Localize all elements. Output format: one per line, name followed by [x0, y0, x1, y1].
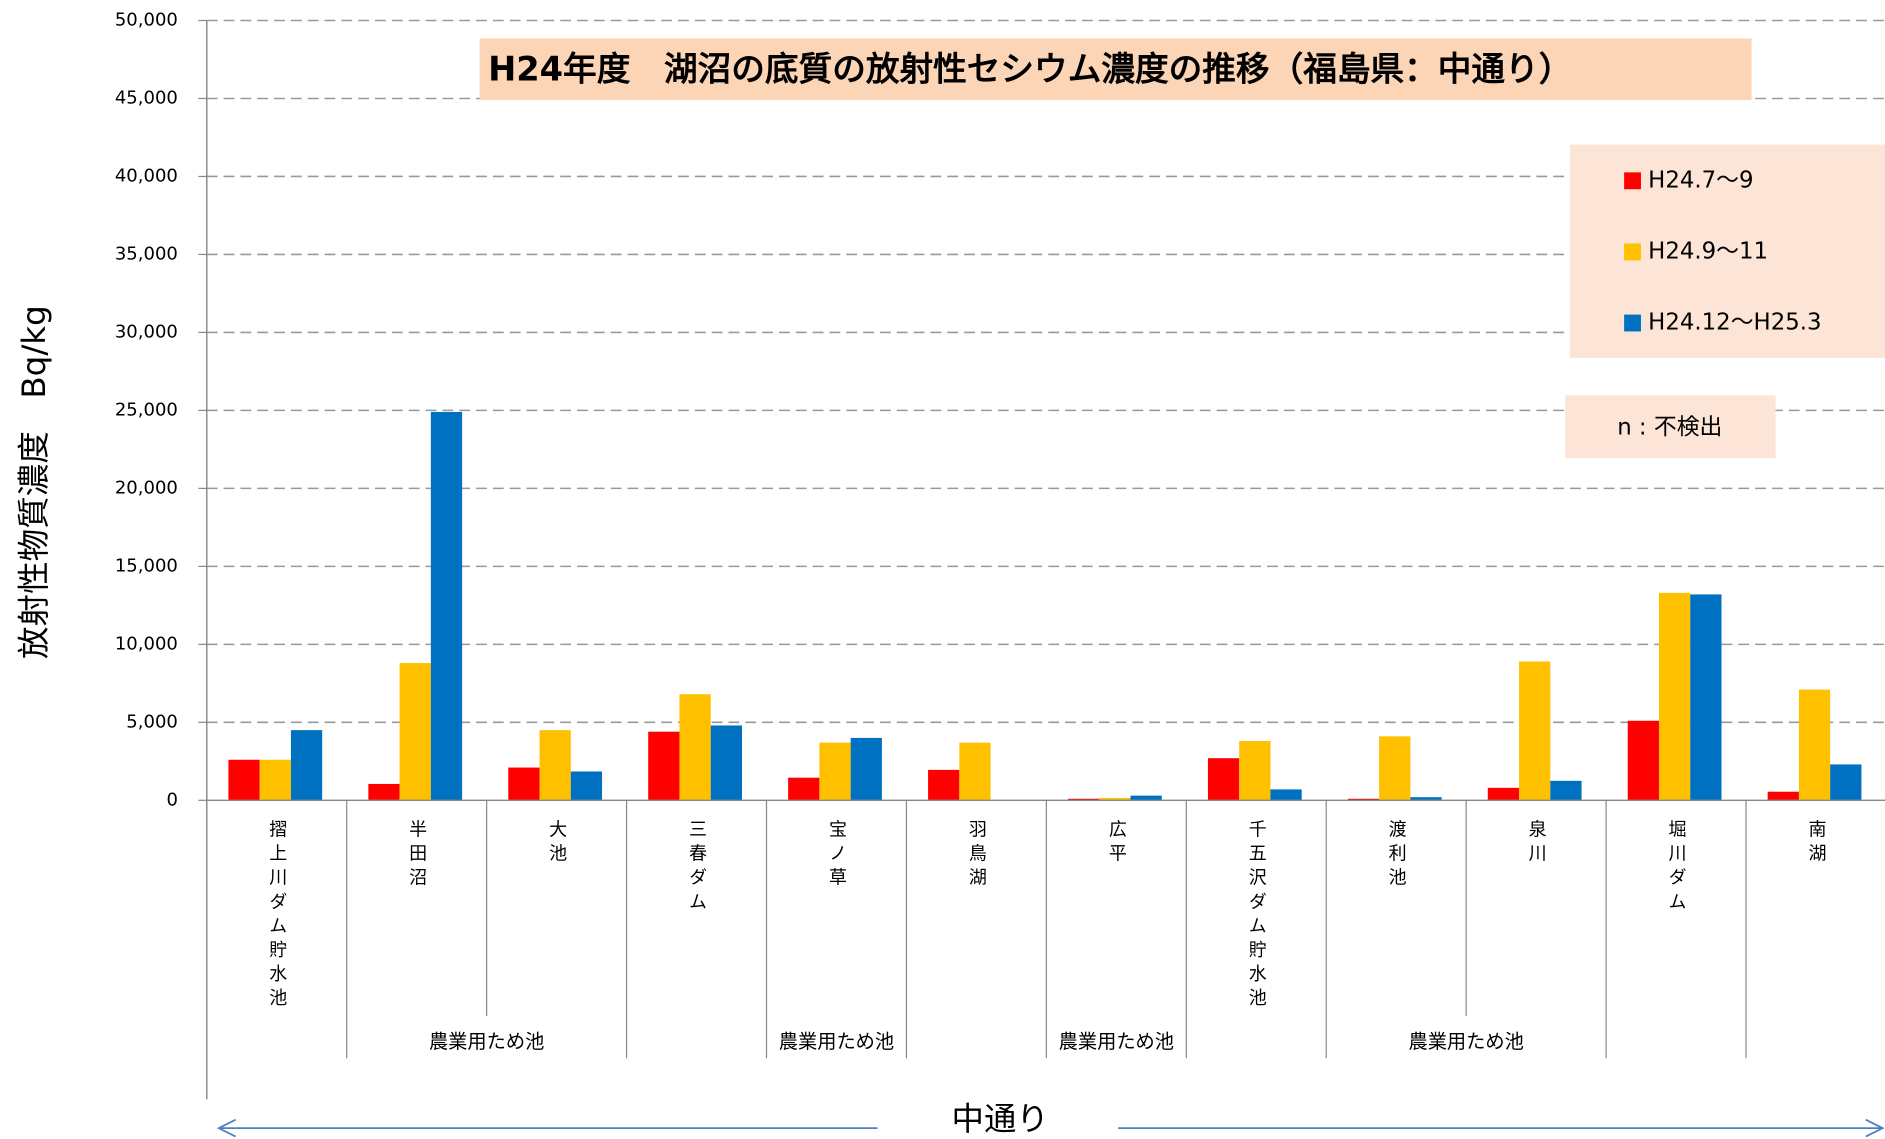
bar: [399, 663, 431, 801]
bar: [570, 771, 603, 801]
bar: [1379, 736, 1411, 801]
bar: [508, 767, 540, 801]
y-tick-label: 40,000: [115, 165, 178, 186]
bar: [679, 694, 711, 801]
title-box: [479, 38, 1752, 101]
bar: [1239, 741, 1271, 801]
bar: [228, 759, 260, 801]
x-tick-label: 渡利池: [1386, 819, 1407, 891]
x-tick-label: 千五沢ダム貯水池: [1246, 819, 1267, 1012]
bar: [539, 730, 571, 801]
x-tick-label: 半田沼: [406, 819, 427, 891]
x-tick-label: 広平: [1106, 819, 1127, 867]
x-tick-label: 泉川: [1526, 819, 1547, 867]
bar: [1658, 592, 1691, 801]
bar: [1068, 798, 1100, 801]
legend-box: [1570, 144, 1885, 358]
bar: [1767, 791, 1799, 801]
y-tick-label: 5,000: [126, 711, 178, 732]
bar: [1830, 764, 1862, 801]
x-tick-label: 宝ノ草: [826, 819, 847, 891]
note-box: [1565, 395, 1776, 459]
y-tick-label: 10,000: [115, 633, 178, 654]
legend-swatch: [1624, 172, 1641, 190]
group-label: 農業用ため池: [1059, 1030, 1174, 1053]
range-arrow: [216, 1118, 1885, 1138]
bar: [1410, 797, 1442, 801]
bar: [648, 731, 680, 801]
bar: [788, 777, 820, 801]
bar: [1130, 795, 1162, 801]
bar: [1270, 789, 1302, 801]
legend-label: H24.12〜H25.3: [1648, 310, 1821, 336]
y-tick-label: 0: [166, 789, 177, 810]
bar: [1690, 594, 1722, 801]
y-tick-label: 45,000: [115, 87, 178, 108]
bar: [1347, 798, 1380, 801]
group-label: 農業用ため池: [1408, 1030, 1523, 1053]
y-tick-label: 50,000: [115, 9, 178, 30]
y-tick-label: 25,000: [115, 399, 178, 420]
x-tick-label: 堀川ダム: [1666, 819, 1687, 916]
bar: [850, 737, 882, 801]
bar: [290, 730, 323, 801]
x-tick-label: 三春ダム: [686, 820, 707, 916]
legend-label: H24.9〜11: [1648, 238, 1768, 264]
group-label: 農業用ため池: [429, 1030, 544, 1053]
group-label: 農業用ため池: [779, 1030, 894, 1053]
y-tick-label: 30,000: [115, 321, 178, 342]
bar: [430, 411, 463, 801]
bar: [1487, 787, 1520, 801]
bar: [710, 725, 742, 801]
bar: [1207, 758, 1240, 801]
bar: [1627, 720, 1659, 801]
y-tick-label: 35,000: [115, 243, 178, 264]
y-axis-label: 放射性物質濃度 Bq/kg: [15, 305, 53, 659]
x-tick-label: 南湖: [1806, 819, 1827, 867]
legend-label: H24.7〜9: [1648, 167, 1753, 193]
chart-title: H24年度 湖沼の底質の放射性セシウム濃度の推移（福島県：中通り）: [488, 50, 1572, 89]
x-tick-label: 大池: [546, 819, 567, 867]
bar: [259, 759, 291, 801]
x-axis-label: 中通り: [952, 1100, 1049, 1138]
y-tick-label: 20,000: [115, 477, 178, 498]
legend-swatch: [1624, 314, 1641, 332]
legend-swatch: [1624, 243, 1641, 261]
bar: [1798, 689, 1831, 801]
bar: [368, 783, 400, 801]
bar: [1550, 780, 1582, 801]
x-tick-label: 摺上川ダム貯水池: [266, 819, 287, 1012]
bars: [228, 411, 1862, 801]
bar: [819, 742, 851, 801]
note: n : 不検出: [1617, 414, 1722, 440]
x-tick-label: 羽鳥湖: [966, 820, 987, 892]
bar: [1519, 661, 1551, 801]
bar: [959, 742, 991, 801]
y-tick-label: 15,000: [115, 555, 178, 576]
bar: [1099, 797, 1131, 801]
bar: [928, 769, 960, 801]
